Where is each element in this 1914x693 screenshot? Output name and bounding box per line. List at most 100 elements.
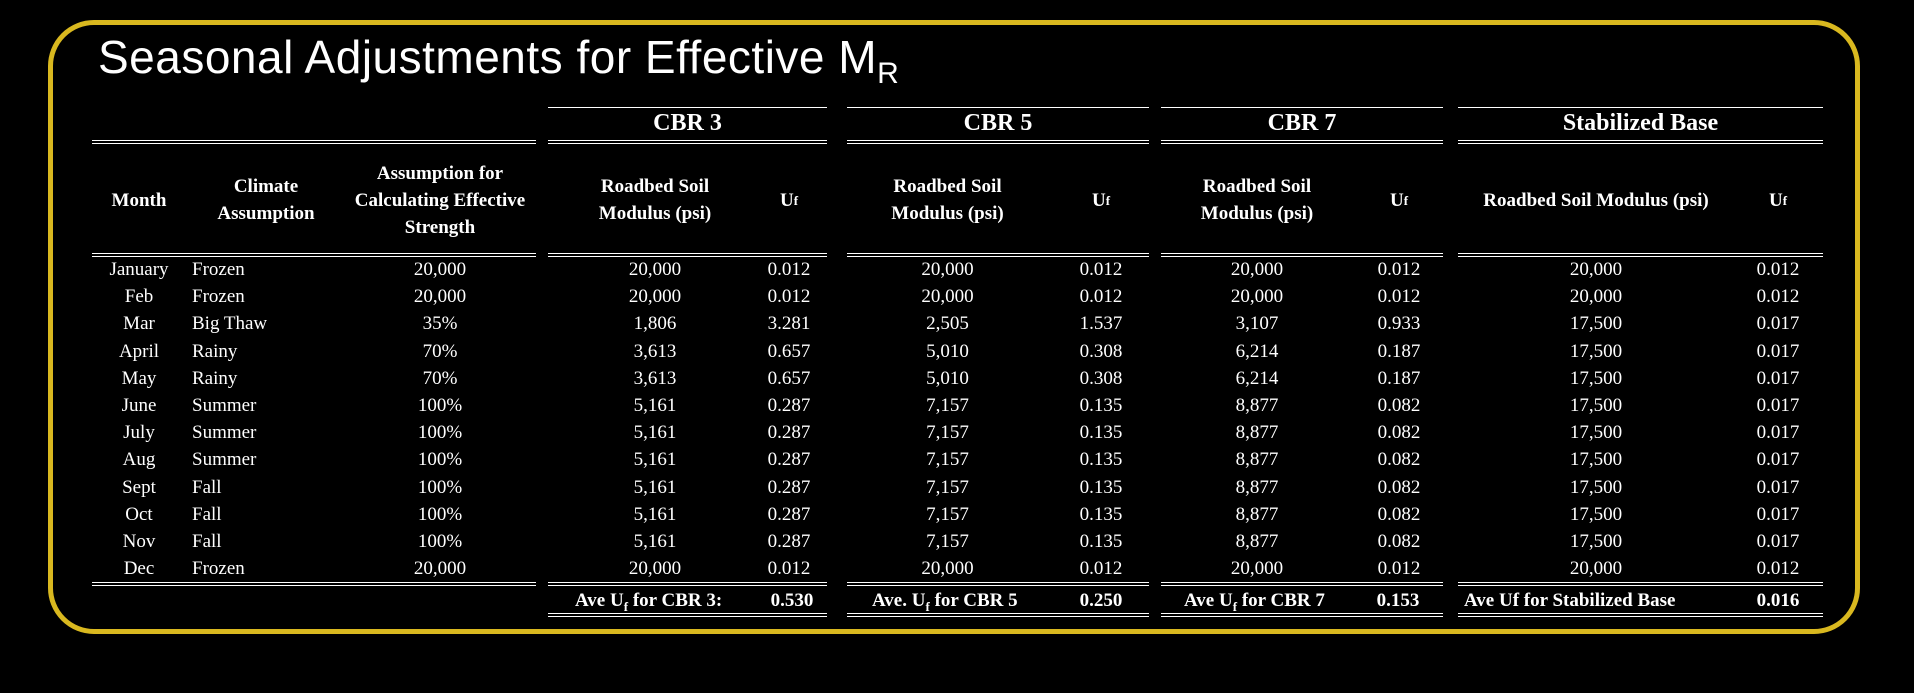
footer-stab-label: Ave Uf for Stabilized Base	[1464, 590, 1676, 611]
cell-stab-modulus: 17,500	[1569, 422, 1623, 444]
header-rule	[92, 140, 536, 144]
cell-cbr3-uf: 0.657	[767, 367, 811, 389]
cell-cbr5-uf: 1.537	[1079, 313, 1123, 335]
cell-stab-modulus: 20,000	[1569, 286, 1623, 308]
slide-title: Seasonal Adjustments for Effective MR	[98, 31, 900, 90]
cell-cbr3-modulus: 1,806	[633, 313, 677, 335]
cell-month: Dec	[123, 558, 155, 580]
cell-assumption: 20,000	[413, 259, 467, 280]
cell-cbr5-modulus: 20,000	[921, 286, 974, 308]
cell-cbr7-modulus: 20,000	[1230, 558, 1284, 580]
cell-month: May	[121, 367, 157, 389]
cell-climate: Summer	[192, 449, 257, 471]
cell-climate: Fall	[192, 531, 222, 552]
cell-stab-modulus: 20,000	[1569, 259, 1623, 280]
cell-month: April	[118, 340, 160, 362]
group-line-top	[1161, 107, 1443, 108]
cell-month: July	[123, 422, 155, 444]
cell-cbr7-uf: 0.012	[1377, 259, 1421, 280]
cell-cbr7-modulus: 6,214	[1235, 340, 1279, 362]
cell-month: Sept	[122, 476, 156, 498]
cell-climate: Fall	[192, 503, 222, 525]
cell-cbr3-modulus: 20,000	[628, 286, 682, 308]
cell-cbr7-modulus: 3,107	[1235, 313, 1279, 335]
header-month: Month	[111, 189, 167, 211]
cell-stab-modulus: 17,500	[1569, 531, 1623, 552]
cell-stab-modulus: 17,500	[1569, 395, 1623, 416]
cell-assumption: 100%	[417, 476, 463, 498]
cell-cbr5-uf: 0.135	[1079, 422, 1123, 444]
slide-frame	[48, 20, 1860, 634]
header-cbr7-modulus: Roadbed Soil Modulus (psi)	[1200, 176, 1314, 224]
cell-cbr7-uf: 0.082	[1377, 395, 1421, 416]
cell-stab-modulus: 17,500	[1569, 449, 1623, 471]
cell-cbr5-modulus: 7,157	[926, 503, 969, 525]
cell-cbr7-modulus: 20,000	[1230, 259, 1284, 280]
cell-assumption: 35%	[422, 313, 458, 335]
cell-stab-uf: 0.017	[1756, 367, 1800, 389]
cell-month: Feb	[124, 286, 154, 308]
cell-climate: Frozen	[192, 558, 245, 580]
cell-month: Mar	[123, 313, 155, 335]
cell-assumption: 20,000	[413, 558, 467, 580]
header-rule	[92, 253, 536, 257]
header-rule	[548, 140, 827, 144]
cell-cbr7-uf: 0.082	[1377, 503, 1421, 525]
footer-rule	[548, 582, 827, 586]
footer-bottom-rule	[847, 613, 1149, 617]
cell-stab-modulus: 17,500	[1569, 340, 1623, 362]
cell-cbr3-modulus: 5,161	[633, 531, 677, 552]
cell-assumption: 100%	[417, 449, 463, 471]
cell-cbr5-uf: 0.135	[1079, 476, 1123, 498]
cell-month: Aug	[122, 449, 156, 471]
header-assumption: Assumption for Calculating Effective Str…	[354, 162, 526, 238]
cell-cbr7-modulus: 8,877	[1235, 531, 1279, 552]
cell-cbr3-uf: 0.012	[767, 558, 811, 580]
cell-climate: Fall	[192, 476, 222, 498]
cell-cbr5-modulus: 7,157	[926, 395, 969, 416]
header-rule	[1161, 140, 1443, 144]
cell-climate: Big Thaw	[192, 313, 268, 335]
header-rule	[847, 253, 1149, 257]
group-stabilized-base: Stabilized Base	[1562, 110, 1719, 136]
cell-cbr7-uf: 0.187	[1377, 340, 1421, 362]
cell-cbr7-modulus: 8,877	[1235, 449, 1279, 471]
cell-cbr3-uf: 0.287	[767, 476, 811, 498]
cell-cbr5-uf: 0.135	[1079, 449, 1123, 471]
header-rule	[1458, 140, 1823, 144]
cell-cbr3-modulus: 3,613	[633, 367, 677, 389]
cell-cbr7-modulus: 8,877	[1235, 476, 1279, 498]
cell-cbr3-modulus: 5,161	[633, 503, 677, 525]
cell-stab-modulus: 17,500	[1569, 476, 1623, 498]
cell-cbr5-modulus: 20,000	[921, 259, 974, 280]
cell-cbr7-modulus: 20,000	[1230, 286, 1284, 308]
cell-climate: Frozen	[192, 286, 245, 308]
cell-cbr7-uf: 0.012	[1377, 558, 1421, 580]
cell-cbr5-uf: 0.308	[1079, 367, 1123, 389]
cell-assumption: 70%	[422, 340, 458, 362]
cell-cbr5-modulus: 7,157	[926, 531, 969, 552]
cell-climate: Rainy	[192, 340, 238, 362]
cell-cbr5-modulus: 5,010	[926, 340, 969, 362]
cell-cbr7-uf: 0.082	[1377, 449, 1421, 471]
cell-cbr5-modulus: 7,157	[926, 449, 969, 471]
footer-rule	[1458, 582, 1823, 586]
cell-cbr3-modulus: 5,161	[633, 449, 677, 471]
cell-cbr3-modulus: 20,000	[628, 558, 682, 580]
cell-climate: Summer	[192, 422, 257, 444]
footer-bottom-rule	[548, 613, 827, 617]
cell-cbr5-modulus: 2,505	[926, 313, 969, 335]
group-cbr7: CBR 7	[1267, 110, 1337, 136]
cell-stab-uf: 0.017	[1756, 422, 1800, 444]
cell-cbr5-uf: 0.012	[1079, 558, 1123, 580]
cell-cbr7-modulus: 6,214	[1235, 367, 1279, 389]
footer-cbr7-value: 0.153	[1376, 590, 1420, 611]
cell-cbr3-uf: 0.287	[767, 531, 811, 552]
group-line-top	[1458, 107, 1823, 108]
cell-cbr5-uf: 0.135	[1079, 395, 1123, 416]
header-rule	[548, 253, 827, 257]
cell-cbr3-modulus: 5,161	[633, 395, 677, 416]
